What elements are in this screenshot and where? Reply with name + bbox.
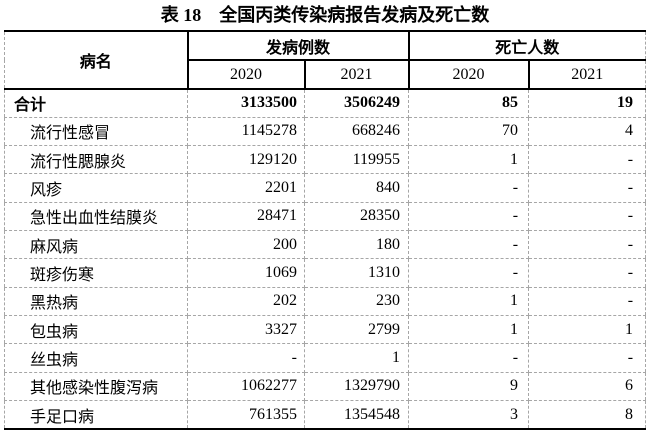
table-row: 风疹 2201 840 - - [4, 173, 646, 203]
header-deaths-year-2021: 2021 [527, 60, 646, 90]
table-row: 急性出血性结膜炎 28471 28350 - - [4, 201, 646, 232]
table-row: 其他感染性腹泻病 1062277 1329790 9 6 [4, 371, 646, 402]
table-row: 黑热病 202 230 1 - [4, 286, 646, 317]
cases-2020-cell: 200 [187, 230, 305, 260]
cases-2020-cell: 3327 [187, 315, 305, 345]
cases-2020-cell: 3133500 [187, 88, 305, 118]
disease-name-cell: 斑疹伤寒 [4, 258, 188, 288]
page-title: 表 18 全国丙类传染病报告发病及死亡数 [160, 5, 490, 25]
deaths-2020-cell: 85 [408, 88, 530, 118]
cases-2021-cell: 230 [303, 286, 410, 317]
cases-2020-cell: 129120 [187, 145, 305, 175]
cases-2021-cell: 1 [303, 343, 410, 373]
disease-name-cell: 丝虫病 [4, 343, 188, 373]
deaths-2021-cell: - [528, 343, 646, 373]
disease-name-cell: 其他感染性腹泻病 [4, 371, 188, 402]
deaths-2021-cell: - [528, 258, 646, 288]
cases-2020-cell: 761355 [187, 400, 305, 430]
disease-name-cell: 急性出血性结膜炎 [4, 201, 188, 232]
deaths-2020-cell: 70 [408, 116, 530, 147]
header-disease-name: 病名 [4, 31, 189, 90]
deaths-2021-cell: - [528, 173, 646, 203]
deaths-2021-cell: 6 [528, 371, 646, 402]
table-row: 流行性感冒 1145278 668246 70 4 [4, 116, 646, 147]
deaths-2021-cell: - [528, 230, 646, 260]
table-row: 麻风病 200 180 - - [4, 230, 646, 260]
header-deaths-group: 死亡人数 [407, 31, 646, 61]
cases-2021-cell: 1354548 [303, 400, 410, 430]
cases-2021-cell: 119955 [303, 145, 410, 175]
disease-name-cell: 包虫病 [4, 315, 188, 345]
cases-2021-cell: 668246 [303, 116, 410, 147]
table-row: 丝虫病 - 1 - - [4, 343, 646, 373]
cases-2020-cell: 202 [187, 286, 305, 317]
cases-2021-cell: 1310 [303, 258, 410, 288]
disease-name-cell: 合计 [4, 88, 188, 118]
deaths-2020-cell: - [408, 201, 530, 232]
cases-2020-cell: 1062277 [187, 371, 305, 402]
disease-name-cell: 麻风病 [4, 230, 188, 260]
deaths-2020-cell: - [408, 258, 530, 288]
header-row-years: 2020 2021 2020 2021 [5, 60, 646, 90]
header-deaths-year-2020: 2020 [407, 60, 529, 90]
deaths-2020-cell: 1 [408, 315, 530, 345]
table-row-total: 合计 3133500 3506249 85 19 [4, 88, 646, 118]
deaths-2021-cell: - [528, 286, 646, 317]
disease-name-cell: 流行性感冒 [4, 116, 188, 147]
disease-name-cell: 黑热病 [4, 286, 188, 317]
deaths-2021-cell: - [528, 145, 646, 175]
cases-2021-cell: 180 [303, 230, 410, 260]
cases-2021-cell: 1329790 [303, 371, 410, 402]
deaths-2020-cell: - [408, 173, 530, 203]
cases-2020-cell: 28471 [187, 201, 305, 232]
table-row: 包虫病 3327 2799 1 1 [4, 315, 646, 345]
cases-2021-cell: 28350 [303, 201, 410, 232]
cases-2021-cell: 2799 [303, 315, 410, 345]
infectious-disease-table: 病名 发病例数 死亡人数 2020 2021 2020 2021 合计 3133… [4, 30, 647, 430]
deaths-2020-cell: 1 [408, 286, 530, 317]
deaths-2021-cell: - [528, 201, 646, 232]
table-row: 手足口病 761355 1354548 3 8 [4, 400, 646, 430]
header-cases-year-2021: 2021 [303, 60, 409, 90]
deaths-2021-cell: 4 [528, 116, 646, 147]
cases-2020-cell: - [187, 343, 305, 373]
cases-2020-cell: 2201 [187, 173, 305, 203]
header-row-groups: 病名 发病例数 死亡人数 [4, 31, 646, 90]
table-row: 斑疹伤寒 1069 1310 - - [4, 258, 646, 288]
cases-2021-cell: 3506249 [303, 88, 410, 118]
deaths-2021-cell: 1 [528, 315, 646, 345]
cases-2021-cell: 840 [303, 173, 410, 203]
cases-2020-cell: 1145278 [187, 116, 305, 147]
deaths-2020-cell: 1 [408, 145, 530, 175]
deaths-2020-cell: - [408, 343, 530, 373]
disease-name-cell: 流行性腮腺炎 [4, 145, 188, 175]
deaths-2020-cell: 9 [408, 371, 530, 402]
cases-2020-cell: 1069 [187, 258, 305, 288]
disease-name-cell: 风疹 [4, 173, 188, 203]
header-cases-year-2020: 2020 [186, 60, 305, 90]
deaths-2021-cell: 8 [528, 400, 646, 430]
table-row: 流行性腮腺炎 129120 119955 1 - [4, 145, 646, 175]
deaths-2021-cell: 19 [528, 88, 646, 118]
deaths-2020-cell: - [408, 230, 530, 260]
disease-name-cell: 手足口病 [4, 400, 188, 430]
header-cases-group: 发病例数 [187, 31, 409, 61]
deaths-2020-cell: 3 [408, 400, 530, 430]
